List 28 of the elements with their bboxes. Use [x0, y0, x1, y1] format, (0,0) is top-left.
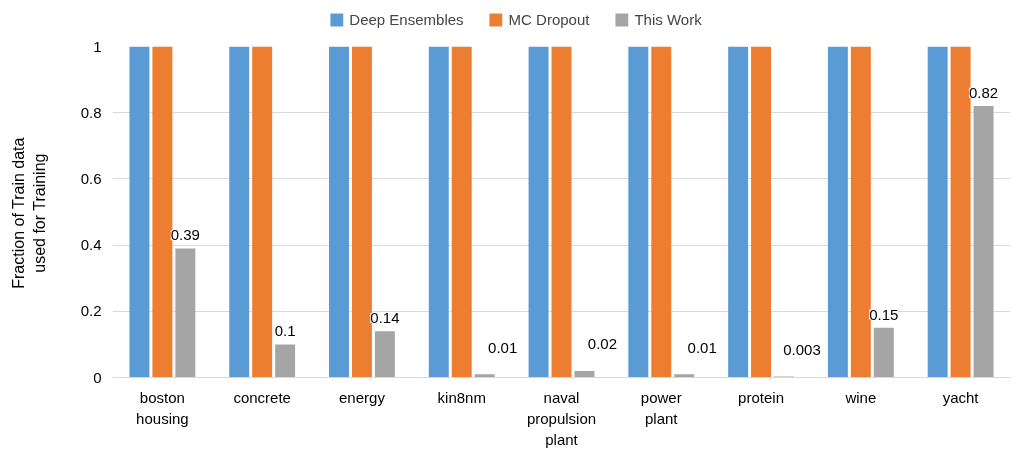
data-label: 0.01 — [687, 338, 717, 356]
y-tick-label: 0.4 — [80, 236, 102, 254]
data-label: 0.82 — [968, 83, 999, 101]
y-tick-label: 0 — [93, 368, 102, 386]
y-tick-label: 0.8 — [80, 103, 102, 121]
data-label: 0.01 — [488, 338, 518, 356]
data-label: 0.14 — [370, 308, 400, 326]
x-tick-label: protein — [738, 388, 784, 406]
y-tick-label: 0.2 — [80, 302, 102, 320]
x-tick-label: wine — [844, 388, 877, 406]
x-tick-label: yacht — [942, 388, 980, 406]
data-label: 0.02 — [587, 335, 618, 353]
legend-label: This Work — [634, 10, 702, 28]
legend-label: Deep Ensembles — [349, 10, 464, 28]
y-tick-label: 1 — [93, 37, 102, 55]
legend-label: MC Dropout — [508, 10, 590, 28]
x-tick-label: boston housing — [136, 388, 189, 427]
x-tick-label: kin8nm — [437, 388, 486, 406]
y-tick-label: 0.6 — [80, 169, 102, 187]
x-tick-label: power plant — [640, 388, 682, 427]
y-axis-title: Fraction of Train data used for Training — [10, 137, 48, 289]
x-tick-label: naval propulsion plant — [526, 388, 597, 448]
x-tick-label: concrete — [233, 388, 291, 406]
x-tick-label: energy — [339, 388, 386, 406]
data-label: 0.39 — [170, 226, 200, 244]
data-label: 0.15 — [869, 305, 899, 323]
data-label: 0.1 — [274, 322, 296, 340]
data-label: 0.003 — [783, 340, 821, 358]
